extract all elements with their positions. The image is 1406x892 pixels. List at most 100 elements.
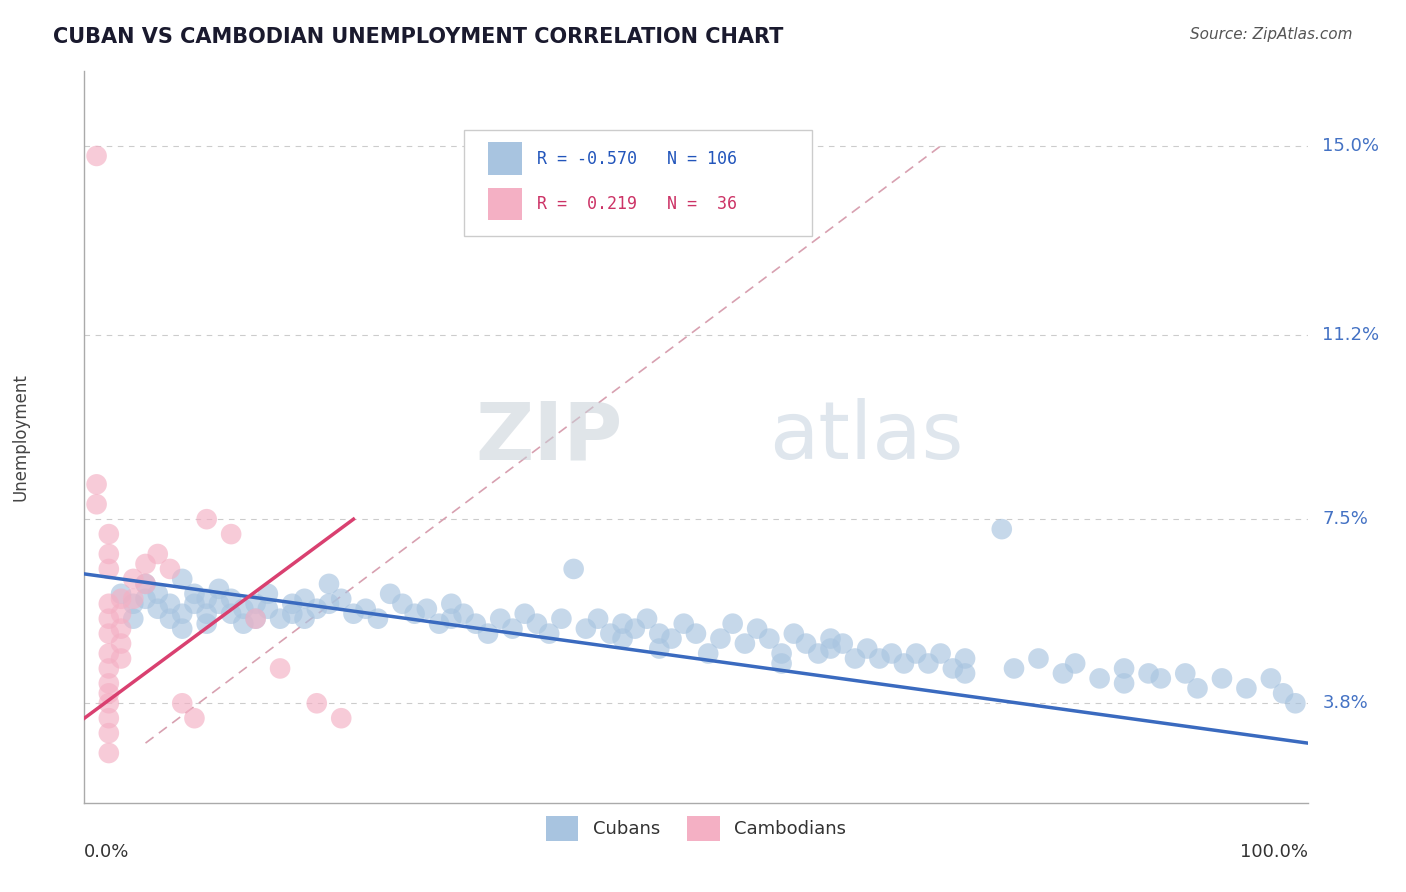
Point	[97, 562, 120, 576]
Point	[575, 622, 598, 636]
Point	[953, 651, 976, 665]
Point	[869, 651, 891, 665]
Point	[305, 601, 328, 615]
Point	[380, 587, 402, 601]
Point	[195, 591, 218, 606]
Point	[97, 686, 120, 700]
Text: R =  0.219   N =  36: R = 0.219 N = 36	[537, 195, 737, 213]
Point	[953, 666, 976, 681]
Point	[195, 616, 218, 631]
Point	[294, 591, 316, 606]
Point	[159, 612, 181, 626]
Point	[1137, 666, 1160, 681]
Point	[97, 746, 120, 760]
Point	[1272, 686, 1295, 700]
Point	[599, 626, 621, 640]
Point	[1064, 657, 1087, 671]
Point	[526, 616, 548, 631]
Point	[97, 661, 120, 675]
Point	[245, 597, 267, 611]
Point	[97, 726, 120, 740]
Point	[624, 622, 647, 636]
Point	[513, 607, 536, 621]
Point	[183, 711, 205, 725]
Point	[110, 587, 132, 601]
Point	[195, 512, 218, 526]
Text: atlas: atlas	[769, 398, 963, 476]
Point	[135, 591, 157, 606]
Point	[856, 641, 879, 656]
Point	[453, 607, 475, 621]
Point	[1260, 672, 1282, 686]
Point	[183, 587, 205, 601]
Point	[794, 636, 817, 650]
Point	[318, 597, 340, 611]
Point	[783, 626, 806, 640]
Point	[86, 497, 108, 511]
Point	[440, 612, 463, 626]
Point	[538, 626, 561, 640]
Point	[820, 641, 842, 656]
Point	[97, 527, 120, 541]
Point	[721, 616, 744, 631]
Point	[135, 577, 157, 591]
Point	[172, 607, 194, 621]
Point	[354, 601, 377, 615]
Point	[991, 522, 1014, 536]
Point	[232, 601, 254, 615]
Point	[281, 607, 304, 621]
Point	[1002, 661, 1025, 675]
Point	[219, 607, 242, 621]
Point	[734, 636, 756, 650]
Point	[770, 647, 793, 661]
Point	[942, 661, 965, 675]
Point	[294, 612, 316, 626]
Point	[477, 626, 499, 640]
Point	[697, 647, 720, 661]
Point	[1114, 676, 1136, 690]
Point	[122, 591, 145, 606]
Point	[1150, 672, 1173, 686]
Point	[440, 597, 463, 611]
Text: R = -0.570   N = 106: R = -0.570 N = 106	[537, 150, 737, 168]
Point	[219, 591, 242, 606]
Point	[135, 577, 157, 591]
Legend: Cubans, Cambodians: Cubans, Cambodians	[538, 809, 853, 848]
Point	[404, 607, 426, 621]
Point	[97, 647, 120, 661]
Text: 3.8%: 3.8%	[1322, 694, 1368, 713]
Point	[1211, 672, 1233, 686]
Point	[135, 557, 157, 571]
Point	[208, 582, 231, 596]
Point	[305, 696, 328, 710]
Point	[758, 632, 780, 646]
Point	[917, 657, 939, 671]
Point	[1174, 666, 1197, 681]
Point	[1236, 681, 1258, 696]
Point	[269, 661, 291, 675]
Point	[416, 601, 439, 615]
Point	[232, 616, 254, 631]
Point	[97, 696, 120, 710]
Point	[747, 622, 769, 636]
Point	[1088, 672, 1111, 686]
Point	[831, 636, 853, 650]
Point	[636, 612, 658, 626]
Point	[195, 607, 218, 621]
Point	[281, 597, 304, 611]
Point	[612, 632, 634, 646]
Text: 15.0%: 15.0%	[1322, 137, 1379, 155]
Point	[269, 612, 291, 626]
Point	[427, 616, 450, 631]
Point	[183, 597, 205, 611]
Point	[257, 587, 280, 601]
Point	[159, 562, 181, 576]
Point	[1028, 651, 1050, 665]
Text: 7.5%: 7.5%	[1322, 510, 1368, 528]
Bar	[488, 187, 522, 220]
Point	[172, 572, 194, 586]
Point	[146, 601, 169, 615]
Point	[122, 597, 145, 611]
Point	[1187, 681, 1209, 696]
Point	[146, 587, 169, 601]
